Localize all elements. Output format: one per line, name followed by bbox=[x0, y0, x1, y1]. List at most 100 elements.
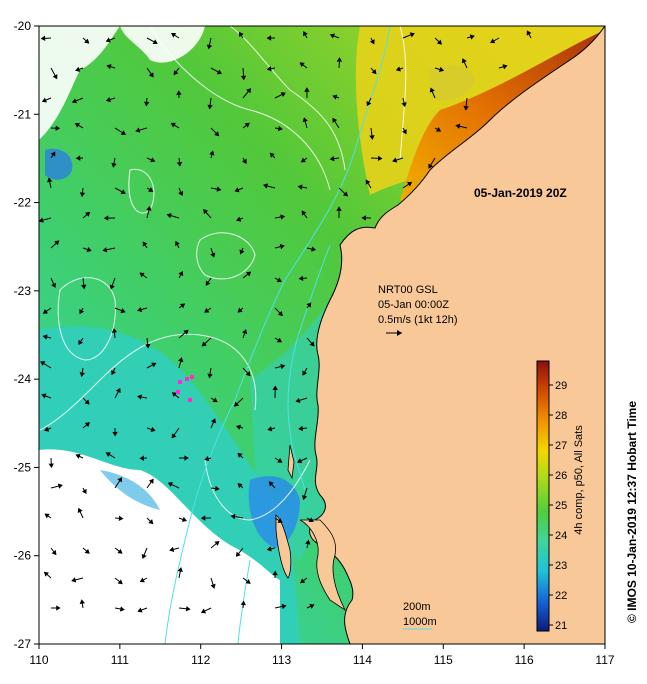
current-arrowhead bbox=[305, 539, 311, 545]
current-arrowhead bbox=[210, 418, 216, 424]
current-arrowhead bbox=[169, 546, 175, 552]
current-arrowhead bbox=[262, 183, 268, 189]
current-arrowhead bbox=[171, 32, 177, 38]
current-arrowhead bbox=[302, 117, 308, 123]
current-arrowhead bbox=[280, 363, 286, 370]
current-arrowhead bbox=[52, 74, 58, 80]
current-arrowhead bbox=[392, 157, 398, 163]
current-arrowhead bbox=[120, 130, 126, 135]
bernier-island bbox=[287, 444, 295, 480]
current-arrowhead bbox=[237, 483, 243, 489]
current-arrowhead bbox=[75, 453, 81, 459]
current-arrowhead bbox=[436, 39, 442, 45]
x-tick-label: 113 bbox=[272, 653, 291, 667]
current-arrowhead bbox=[43, 571, 49, 577]
current-arrowhead bbox=[234, 187, 240, 193]
current-arrowhead bbox=[298, 275, 304, 282]
current-arrowhead bbox=[181, 516, 187, 522]
current-arrowhead bbox=[77, 507, 83, 513]
current-arrowhead bbox=[102, 247, 108, 253]
current-arrowhead bbox=[148, 187, 154, 192]
current-arrowhead bbox=[79, 309, 85, 315]
current-arrowhead bbox=[44, 513, 50, 519]
current-arrowhead bbox=[139, 577, 145, 583]
current-arrowhead bbox=[40, 35, 46, 42]
current-arrowhead bbox=[207, 104, 213, 110]
latitude-axis: -20 -21 -22 -23 -24 -25 -26 -27 bbox=[14, 19, 39, 651]
current-arrowhead bbox=[309, 341, 315, 347]
x-tick-label: 110 bbox=[29, 653, 48, 667]
current-arrowhead bbox=[361, 215, 366, 221]
current-arrowhead bbox=[237, 452, 243, 458]
current-arrowhead bbox=[369, 135, 375, 140]
current-arrowhead bbox=[309, 603, 315, 609]
current-arrowhead bbox=[170, 122, 176, 128]
current-arrowhead bbox=[209, 150, 215, 156]
current-arrowhead bbox=[150, 157, 156, 163]
current-arrowhead bbox=[395, 66, 401, 72]
current-arrowhead bbox=[171, 392, 178, 397]
current-arrowhead bbox=[71, 577, 77, 583]
current-arrowhead bbox=[230, 513, 236, 520]
current-arrowhead bbox=[152, 39, 158, 45]
current-arrowhead bbox=[81, 488, 87, 495]
current-arrowhead bbox=[429, 87, 435, 93]
current-arrowhead bbox=[329, 156, 335, 162]
current-arrowhead bbox=[302, 370, 308, 376]
current-arrowhead bbox=[238, 31, 244, 38]
current-arrowhead bbox=[71, 98, 78, 104]
current-arrowhead bbox=[210, 252, 216, 258]
current-arrowhead bbox=[75, 66, 81, 72]
current-arrowhead bbox=[206, 44, 213, 50]
cold-water-patch bbox=[248, 476, 300, 548]
current-arrowhead bbox=[266, 546, 272, 552]
current-arrowhead bbox=[279, 243, 285, 250]
current-arrowhead bbox=[176, 161, 183, 167]
current-arrowhead bbox=[276, 337, 283, 343]
current-arrowhead bbox=[44, 426, 50, 432]
current-arrowhead bbox=[135, 127, 141, 133]
current-arrowhead bbox=[84, 38, 90, 44]
current-arrowhead bbox=[277, 518, 283, 523]
current-arrowhead bbox=[216, 186, 222, 192]
contour-1000m-label: 1000m bbox=[403, 616, 437, 628]
current-arrowhead bbox=[179, 303, 186, 309]
current-arrowhead bbox=[150, 426, 156, 432]
colorbar-tick-label: 25 bbox=[555, 500, 567, 512]
x-tick-label: 116 bbox=[515, 653, 534, 667]
current-arrowhead bbox=[237, 307, 243, 313]
current-source-label: NRT00 GSL bbox=[378, 284, 438, 296]
current-arrowhead bbox=[177, 567, 183, 572]
current-arrowhead bbox=[117, 579, 123, 585]
current-arrowhead bbox=[173, 70, 179, 76]
current-arrowhead bbox=[120, 189, 126, 195]
cloud-mask-northwest bbox=[39, 26, 120, 140]
current-arrowhead bbox=[105, 97, 111, 103]
colorbar-tick-label: 21 bbox=[555, 620, 567, 632]
current-arrowhead bbox=[207, 373, 213, 379]
dirk-hartog-island bbox=[275, 514, 292, 579]
current-arrowhead bbox=[119, 606, 125, 612]
current-arrowhead bbox=[300, 157, 306, 163]
current-arrowhead bbox=[272, 570, 278, 576]
current-arrowhead bbox=[332, 94, 338, 100]
current-arrowhead bbox=[117, 548, 123, 554]
colorbar-tick-label: 23 bbox=[555, 560, 567, 572]
current-arrowhead bbox=[115, 387, 121, 394]
current-arrowhead bbox=[141, 553, 147, 559]
current-arrowhead bbox=[245, 271, 252, 277]
current-arrowhead bbox=[40, 361, 46, 366]
current-arrowhead bbox=[178, 190, 184, 197]
current-arrowhead bbox=[204, 307, 210, 313]
current-arrowhead bbox=[490, 38, 496, 44]
current-arrowhead bbox=[41, 97, 47, 103]
current-arrowhead bbox=[303, 31, 308, 37]
current-arrowhead bbox=[142, 241, 148, 247]
current-arrowhead bbox=[166, 213, 172, 219]
current-arrowhead bbox=[235, 551, 241, 557]
current-arrowhead bbox=[139, 272, 145, 278]
current-arrowhead bbox=[171, 433, 177, 439]
current-arrowhead bbox=[245, 579, 251, 584]
current-arrowhead bbox=[137, 607, 143, 613]
current-arrowhead bbox=[56, 605, 61, 611]
